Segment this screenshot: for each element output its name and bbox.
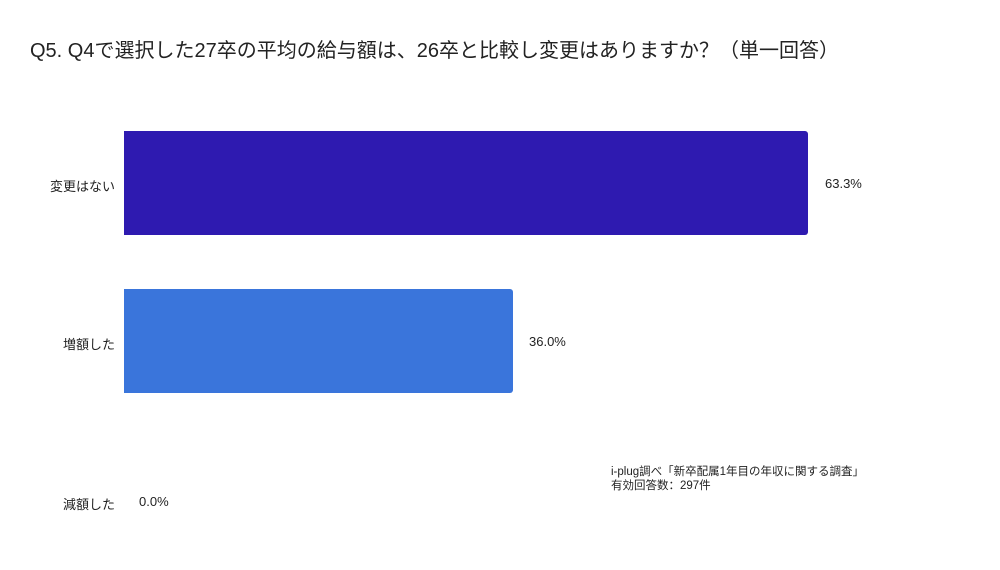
bar-increased: [124, 289, 513, 393]
bar-no-change: [124, 131, 808, 235]
value-label-no-change: 63.3%: [825, 176, 862, 191]
value-label-increased: 36.0%: [529, 334, 566, 349]
category-label-increased: 増額した: [62, 337, 115, 352]
category-label-decreased: 減額した: [62, 497, 115, 512]
value-label-decreased: 0.0%: [139, 494, 169, 509]
source-note: i-plug調べ「新卒配属1年目の年収に関する調査」 有効回答数：297件: [611, 465, 864, 493]
chart-title: Q5. Q4で選択した27卒の平均の給与額は、26卒と比較し変更はありますか？（…: [30, 40, 839, 62]
respondents-line: 有効回答数：297件: [611, 480, 711, 492]
category-label-no-change: 変更はない: [49, 179, 115, 194]
source-line: i-plug調べ「新卒配属1年目の年収に関する調査」: [611, 466, 865, 478]
